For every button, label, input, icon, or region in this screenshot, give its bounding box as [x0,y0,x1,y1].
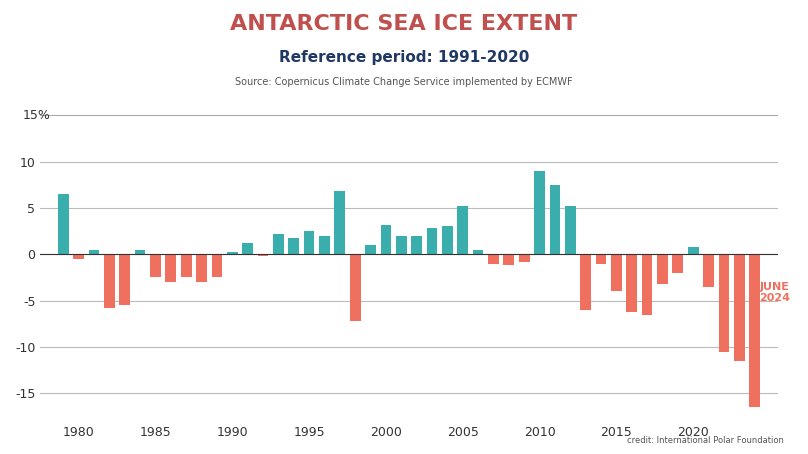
Bar [488,254,499,264]
Bar [427,228,437,254]
Bar [396,236,406,254]
Text: Reference period: 1991-2020: Reference period: 1991-2020 [279,50,529,65]
Bar [196,254,207,282]
Bar [703,254,714,287]
Bar [534,171,545,254]
Bar [58,194,69,254]
Bar [657,254,667,284]
Bar [150,254,161,277]
Bar [120,254,130,305]
Text: 15%: 15% [23,109,51,122]
Bar [565,206,575,254]
Bar [212,254,222,277]
Bar [381,225,391,254]
Bar [227,252,238,254]
Bar [273,234,284,254]
Text: Source: Copernicus Climate Change Service implemented by ECMWF: Source: Copernicus Climate Change Servic… [235,77,573,87]
Bar [519,254,529,262]
Bar [89,250,99,254]
Bar [288,237,299,254]
Bar [242,243,253,254]
Bar [411,236,422,254]
Bar [672,254,684,273]
Bar [642,254,652,315]
Bar [304,231,314,254]
Bar [104,254,115,308]
Bar [258,254,268,256]
Bar [734,254,745,361]
Bar [595,254,606,264]
Bar [688,247,699,254]
Bar [503,254,514,266]
Bar [135,250,145,254]
Bar [335,191,345,254]
Bar [350,254,360,321]
Bar [626,254,637,312]
Bar [611,254,621,291]
Bar [74,254,84,259]
Bar [181,254,191,277]
Text: ANTARCTIC SEA ICE EXTENT: ANTARCTIC SEA ICE EXTENT [230,14,578,34]
Text: JUNE
2024: JUNE 2024 [760,282,790,303]
Bar [319,236,330,254]
Bar [457,206,468,254]
Bar [718,254,730,351]
Bar [442,227,452,254]
Bar [166,254,176,282]
Bar [749,254,760,407]
Bar [580,254,591,310]
Bar [473,250,483,254]
Text: credit: International Polar Foundation: credit: International Polar Foundation [627,436,784,445]
Bar [365,245,376,254]
Bar [549,185,560,254]
